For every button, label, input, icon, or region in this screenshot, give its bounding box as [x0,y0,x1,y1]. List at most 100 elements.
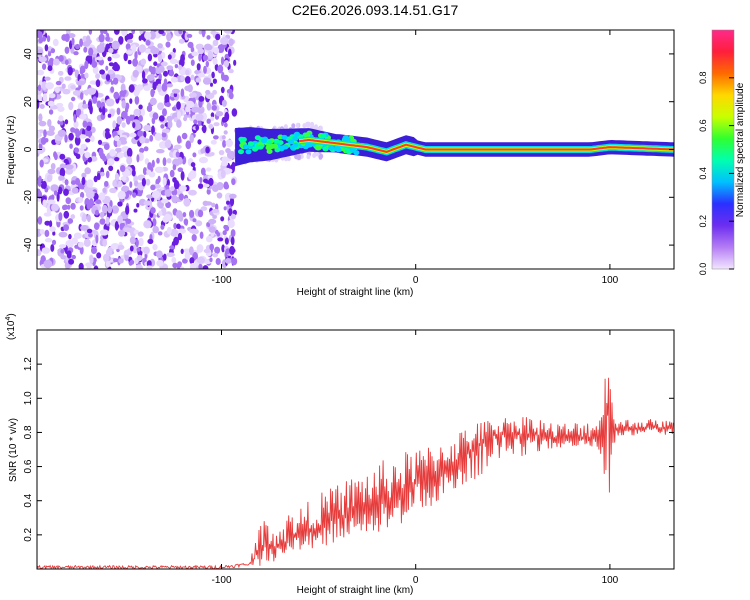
noise-cell [150,207,156,214]
noise-cell [44,44,49,52]
noise-cell [202,265,209,269]
noise-cell [213,122,220,127]
noise-cell [200,206,208,211]
noise-cell [233,59,237,66]
noise-cell [88,233,93,238]
noise-cell [189,209,195,218]
noise-cell [97,139,103,145]
signal-cell [265,145,272,151]
noise-cell [67,218,74,224]
noise-cell [145,178,151,186]
noise-cell [167,120,173,129]
noise-cell [105,65,109,71]
noise-cell [87,156,93,163]
snr-y-tick-label: 1.0 [23,391,34,405]
noise-cell [175,210,183,219]
spectrogram-heatmap [37,30,674,269]
halo-cell [306,122,311,128]
noise-cell [38,142,43,151]
noise-cell [190,46,195,53]
colorbar-tick-label: 0.0 [698,263,708,276]
noise-cell [94,223,100,228]
noise-cell [110,243,120,250]
noise-cell [199,231,204,239]
noise-cell [224,258,232,264]
noise-cell [185,105,191,113]
noise-cell [60,249,65,254]
noise-cell [204,44,213,51]
noise-cell [205,146,210,154]
noise-cell [48,93,56,99]
noise-cell [135,264,143,269]
noise-cell [221,71,225,81]
signal-cell [333,146,340,152]
noise-cell [133,229,140,235]
noise-cell [189,262,197,269]
noise-cell [126,147,133,158]
noise-cell [75,153,81,159]
noise-cell [109,187,117,194]
noise-cell [126,156,133,165]
noise-cell [215,258,221,265]
noise-cell [74,147,80,154]
noise-cell [201,30,206,36]
noise-cell [98,58,105,66]
noise-cell [53,190,58,196]
signal-cell [304,132,311,138]
noise-cell [129,114,133,121]
noise-cell [136,254,143,262]
noise-cell [197,139,202,145]
noise-cell [221,135,226,140]
spectrogram-y-axis-label: Frequency (Hz) [6,116,17,185]
noise-cell [202,77,212,85]
noise-cell [121,122,126,128]
noise-cell [52,38,59,47]
noise-cell [134,50,138,60]
noise-cell [47,119,52,127]
noise-cell [43,212,52,217]
noise-cell [113,258,119,263]
noise-cell [50,59,53,66]
noise-cell [156,259,164,267]
noise-cell [58,212,63,222]
noise-cell [37,130,41,139]
noise-cell [212,89,218,95]
colorbar-frame [711,29,735,270]
noise-cell [80,191,85,199]
noise-cell [151,190,161,199]
noise-cell [89,198,94,206]
colorbar-label: Normalized spectral amplitude [735,82,746,217]
noise-cell [157,43,163,49]
noise-cell [142,78,148,84]
noise-cell [221,99,227,107]
noise-cell [79,113,87,120]
noise-cell [225,248,231,255]
noise-cell [99,229,109,236]
noise-cell [43,129,47,138]
noise-cell [211,71,215,79]
noise-cell [86,203,91,209]
noise-cell [62,88,71,95]
noise-cell [202,54,208,61]
noise-cell [107,205,113,214]
noise-cell [48,109,54,115]
noise-cell [169,169,175,178]
noise-cell [170,186,175,192]
noise-cell [158,73,162,80]
noise-cell [171,88,180,94]
noise-cell [135,238,139,248]
noise-cell [136,154,140,163]
noise-cell [97,44,105,53]
noise-cell [95,79,101,88]
signal-cell [252,146,258,152]
noise-cell [217,64,224,74]
noise-cell [150,47,160,55]
noise-cell [149,135,154,142]
noise-cell [178,193,184,201]
noise-cell [132,122,136,129]
noise-cell [42,36,47,42]
noise-cell [217,237,224,242]
noise-cell [146,169,152,174]
noise-cell [70,180,77,185]
noise-cell [208,218,217,225]
